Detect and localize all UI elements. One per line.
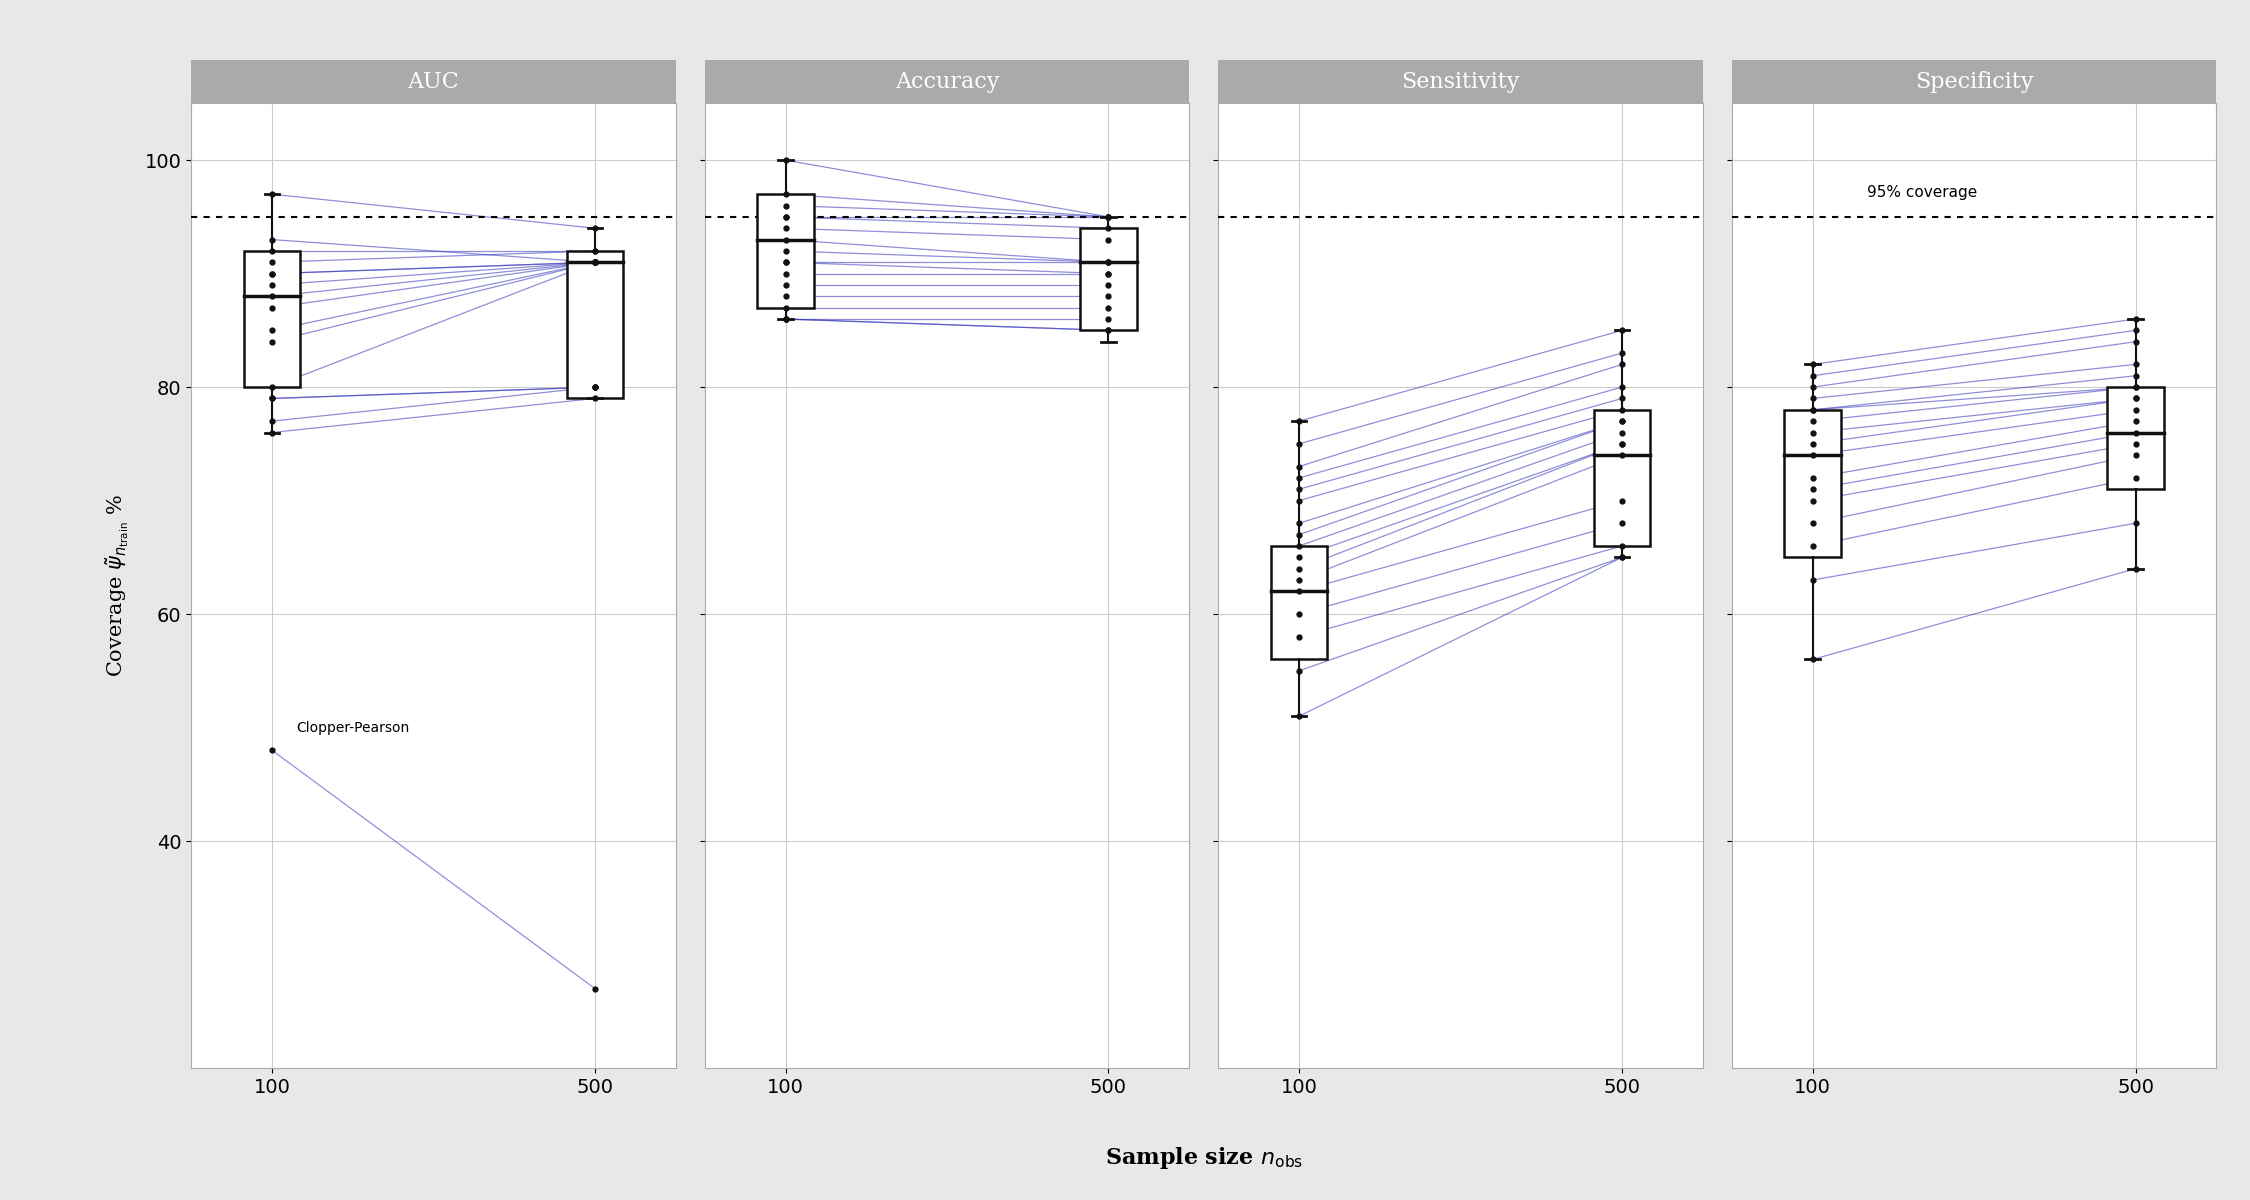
Bar [1080, 228, 1136, 330]
Bar [1784, 410, 1840, 557]
Y-axis label: Coverage $\tilde{\psi}_{n_{\mathrm{train}}}$ %: Coverage $\tilde{\psi}_{n_{\mathrm{train… [104, 494, 130, 677]
Bar [758, 194, 814, 307]
Text: AUC: AUC [407, 71, 459, 92]
Bar [567, 251, 623, 398]
Text: Specificity: Specificity [1915, 71, 2034, 92]
Bar [2108, 388, 2164, 490]
Text: Accuracy: Accuracy [896, 71, 999, 92]
Text: Clopper-Pearson: Clopper-Pearson [297, 720, 410, 734]
Bar [1593, 410, 1649, 546]
Text: Sample size $n_{\mathrm{obs}}$: Sample size $n_{\mathrm{obs}}$ [1105, 1145, 1303, 1171]
Text: Sensitivity: Sensitivity [1402, 71, 1519, 92]
Bar [243, 251, 299, 388]
Bar [1271, 546, 1327, 660]
Text: 95% coverage: 95% coverage [1868, 185, 1978, 200]
